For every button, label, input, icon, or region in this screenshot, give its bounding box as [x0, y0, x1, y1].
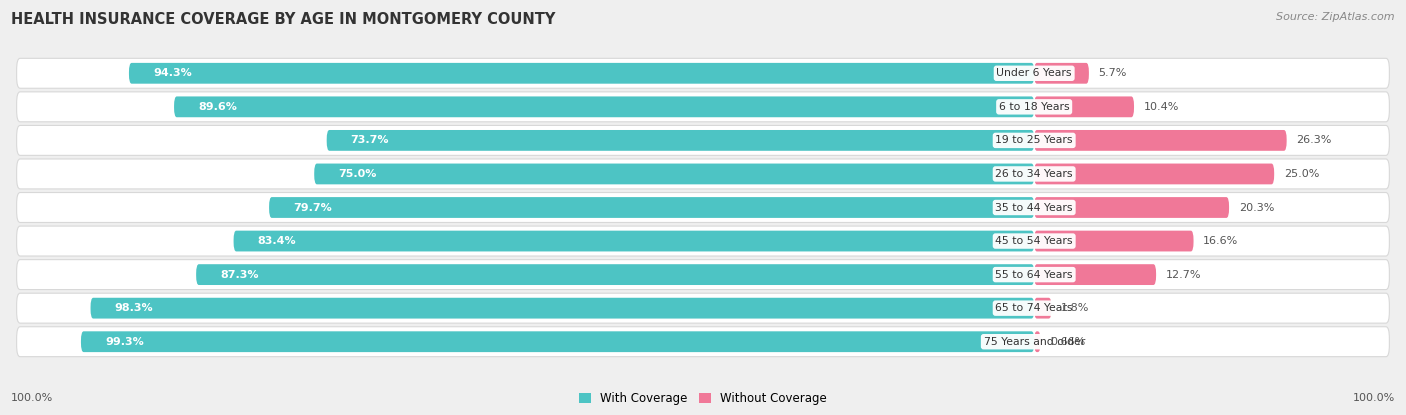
FancyBboxPatch shape [17, 92, 1389, 122]
FancyBboxPatch shape [1035, 96, 1135, 117]
FancyBboxPatch shape [269, 197, 1035, 218]
FancyBboxPatch shape [17, 193, 1389, 222]
Text: 10.4%: 10.4% [1143, 102, 1180, 112]
FancyBboxPatch shape [17, 327, 1389, 356]
FancyBboxPatch shape [326, 130, 1035, 151]
Text: 79.7%: 79.7% [292, 203, 332, 212]
FancyBboxPatch shape [17, 260, 1389, 290]
Text: 20.3%: 20.3% [1239, 203, 1274, 212]
Text: 89.6%: 89.6% [198, 102, 238, 112]
Text: 5.7%: 5.7% [1098, 68, 1126, 78]
Text: 25.0%: 25.0% [1284, 169, 1319, 179]
Text: 16.6%: 16.6% [1204, 236, 1239, 246]
Text: 100.0%: 100.0% [1353, 393, 1395, 403]
FancyBboxPatch shape [1035, 298, 1052, 319]
FancyBboxPatch shape [1035, 63, 1088, 84]
Text: Source: ZipAtlas.com: Source: ZipAtlas.com [1277, 12, 1395, 22]
FancyBboxPatch shape [314, 164, 1035, 184]
Text: 26 to 34 Years: 26 to 34 Years [995, 169, 1073, 179]
Text: 26.3%: 26.3% [1296, 135, 1331, 145]
FancyBboxPatch shape [174, 96, 1035, 117]
FancyBboxPatch shape [1035, 231, 1194, 251]
Text: 0.66%: 0.66% [1050, 337, 1085, 347]
FancyBboxPatch shape [17, 125, 1389, 155]
FancyBboxPatch shape [1035, 197, 1229, 218]
FancyBboxPatch shape [1035, 331, 1040, 352]
FancyBboxPatch shape [17, 159, 1389, 189]
Text: 55 to 64 Years: 55 to 64 Years [995, 270, 1073, 280]
FancyBboxPatch shape [17, 226, 1389, 256]
Legend: With Coverage, Without Coverage: With Coverage, Without Coverage [574, 387, 832, 410]
Text: 73.7%: 73.7% [350, 135, 389, 145]
Text: 45 to 54 Years: 45 to 54 Years [995, 236, 1073, 246]
Text: 99.3%: 99.3% [105, 337, 143, 347]
FancyBboxPatch shape [1035, 130, 1286, 151]
FancyBboxPatch shape [129, 63, 1035, 84]
FancyBboxPatch shape [17, 293, 1389, 323]
FancyBboxPatch shape [1035, 264, 1156, 285]
Text: 83.4%: 83.4% [257, 236, 297, 246]
FancyBboxPatch shape [1035, 164, 1274, 184]
Text: 87.3%: 87.3% [221, 270, 259, 280]
Text: 19 to 25 Years: 19 to 25 Years [995, 135, 1073, 145]
Text: HEALTH INSURANCE COVERAGE BY AGE IN MONTGOMERY COUNTY: HEALTH INSURANCE COVERAGE BY AGE IN MONT… [11, 12, 555, 27]
Text: Under 6 Years: Under 6 Years [997, 68, 1071, 78]
Text: 98.3%: 98.3% [114, 303, 153, 313]
Text: 35 to 44 Years: 35 to 44 Years [995, 203, 1073, 212]
FancyBboxPatch shape [233, 231, 1035, 251]
Text: 75 Years and older: 75 Years and older [984, 337, 1085, 347]
Text: 94.3%: 94.3% [153, 68, 191, 78]
Text: 100.0%: 100.0% [11, 393, 53, 403]
FancyBboxPatch shape [82, 331, 1035, 352]
Text: 65 to 74 Years: 65 to 74 Years [995, 303, 1073, 313]
Text: 1.8%: 1.8% [1062, 303, 1090, 313]
FancyBboxPatch shape [90, 298, 1035, 319]
FancyBboxPatch shape [17, 59, 1389, 88]
Text: 75.0%: 75.0% [339, 169, 377, 179]
Text: 6 to 18 Years: 6 to 18 Years [998, 102, 1070, 112]
FancyBboxPatch shape [197, 264, 1035, 285]
Text: 12.7%: 12.7% [1166, 270, 1201, 280]
